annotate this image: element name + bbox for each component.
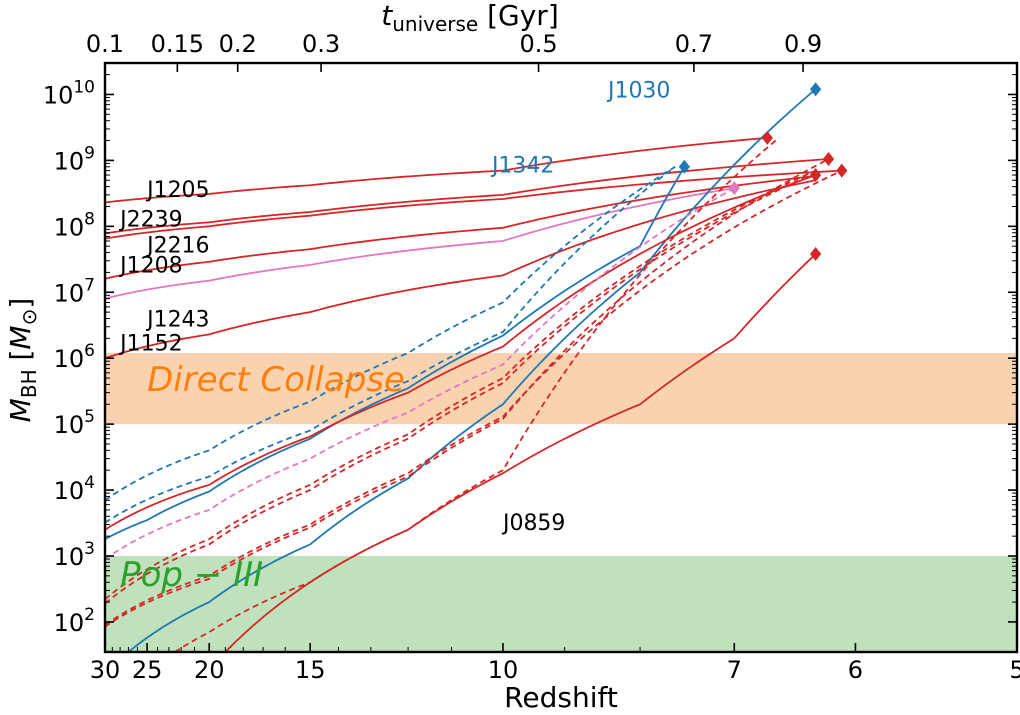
annotation-j0859: J0859 — [501, 511, 565, 536]
series-line-11 — [105, 174, 816, 531]
y-axis-title: MBH [M⊙] — [4, 298, 41, 423]
x-tick-label-0: 30 — [90, 656, 121, 684]
series-line-17 — [174, 137, 780, 652]
y-tick-label-4: 106 — [54, 341, 95, 373]
x-tick-label-5: 7 — [727, 656, 742, 684]
y-tick-label-1: 103 — [54, 539, 95, 571]
annotation-j1342: J1342 — [490, 154, 554, 179]
marker-6 — [728, 181, 740, 196]
x-tick-label-7: 5 — [1009, 656, 1020, 684]
marker-3 — [822, 151, 835, 166]
series-line-14 — [105, 171, 816, 605]
annotation-j1243: J1243 — [145, 308, 209, 333]
y-tick-label-0: 102 — [54, 605, 95, 637]
annotation-j1205: J1205 — [145, 178, 209, 203]
band-1 — [105, 556, 1017, 652]
series-line-8 — [105, 166, 686, 540]
marker-0 — [810, 82, 822, 97]
x-tick-label-3: 15 — [295, 656, 326, 684]
series-line-13 — [105, 169, 816, 601]
series-line-12 — [105, 187, 735, 560]
x-tick-label-6: 6 — [848, 656, 863, 684]
marker-7 — [810, 247, 822, 262]
y-tick-label-8: 1010 — [43, 77, 95, 109]
series-line-2 — [105, 169, 842, 240]
top-tick-label-1: 0.15 — [151, 30, 204, 58]
annotation-j2216: J2216 — [145, 234, 209, 259]
series-line-1 — [105, 158, 829, 235]
marker-4 — [836, 163, 848, 178]
annotation-j1030: J1030 — [606, 78, 670, 103]
marker-1 — [678, 159, 690, 174]
top-tick-label-0: 0.1 — [86, 30, 124, 58]
series-line-15 — [105, 169, 843, 626]
y-tick-label-2: 104 — [54, 473, 95, 505]
y-tick-label-6: 108 — [54, 209, 95, 241]
y-tick-label-5: 107 — [54, 275, 95, 307]
series-line-10 — [105, 166, 676, 524]
series-line-4 — [105, 187, 735, 300]
series-line-3 — [105, 175, 816, 280]
series-line-0 — [105, 136, 768, 204]
x-tick-label-1: 25 — [132, 656, 163, 684]
marker-5 — [810, 168, 822, 183]
band-label-0: Direct Collapse — [147, 360, 405, 400]
top-tick-label-6: 0.9 — [784, 30, 822, 58]
annotation-j1208: J1208 — [118, 253, 182, 278]
annotation-j2239: J2239 — [118, 207, 182, 232]
series-line-5 — [105, 179, 816, 360]
series-line-7 — [127, 88, 817, 652]
annotation-j1152: J1152 — [118, 332, 182, 357]
top-tick-label-3: 0.3 — [302, 30, 340, 58]
marker-2 — [761, 130, 773, 145]
x-tick-label-4: 10 — [488, 656, 519, 684]
band-0 — [105, 352, 1017, 425]
band-label-1: Pop − III — [120, 555, 263, 595]
top-tick-label-5: 0.7 — [675, 30, 713, 58]
y-tick-label-3: 105 — [54, 407, 95, 439]
top-tick-label-2: 0.2 — [219, 30, 257, 58]
x-axis-title: Redshift — [504, 681, 618, 714]
plot-frame — [103, 61, 1019, 654]
top-tick-label-4: 0.5 — [519, 30, 557, 58]
series-line-9 — [105, 166, 676, 502]
top-x-axis-title: tuniverse [Gyr] — [381, 0, 559, 36]
x-tick-label-2: 20 — [194, 656, 225, 684]
y-tick-label-7: 109 — [54, 143, 95, 175]
